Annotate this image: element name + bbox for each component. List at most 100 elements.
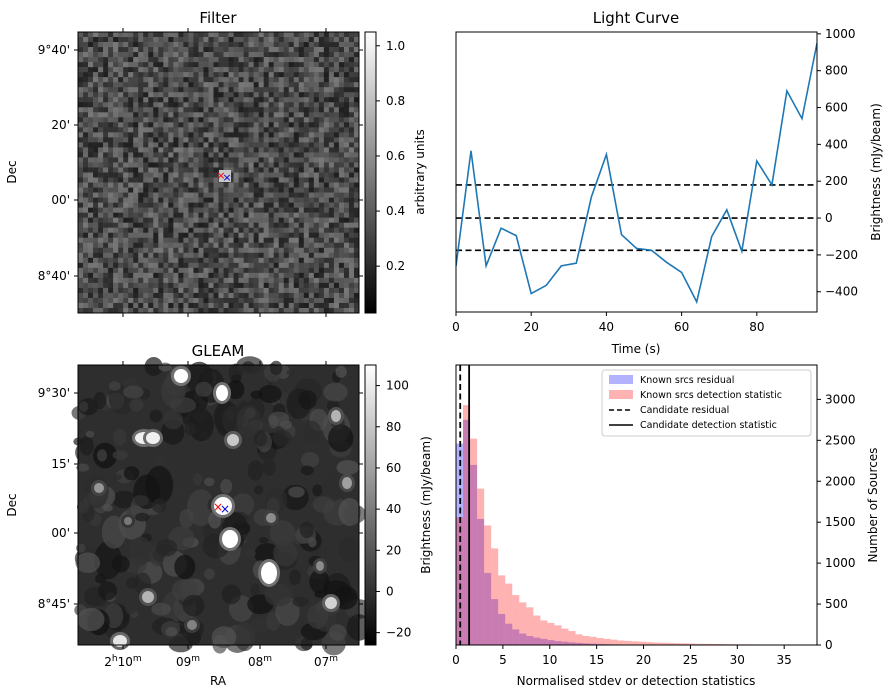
pixel xyxy=(258,217,264,223)
pixel xyxy=(78,297,84,304)
pixel xyxy=(198,182,204,188)
pixel xyxy=(208,57,214,63)
ytick-label: 0 xyxy=(825,638,833,652)
pixel xyxy=(163,107,169,113)
pixel xyxy=(113,257,119,264)
pixel xyxy=(273,92,280,98)
pixel xyxy=(203,262,209,269)
pixel xyxy=(163,262,169,269)
pixel xyxy=(148,267,154,274)
pixel xyxy=(303,287,310,294)
pixel xyxy=(133,227,139,234)
pixel xyxy=(288,107,295,113)
pixel xyxy=(203,62,209,68)
pixel xyxy=(268,232,274,239)
pixel xyxy=(93,112,99,118)
detection-bar xyxy=(666,642,674,645)
pixel xyxy=(323,257,330,264)
pixel xyxy=(128,192,134,198)
pixel xyxy=(248,77,254,83)
pixel xyxy=(318,172,325,178)
pixel xyxy=(303,247,310,254)
pixel xyxy=(278,67,285,73)
pixel xyxy=(138,162,144,168)
pixel xyxy=(148,222,154,228)
pixel xyxy=(333,272,340,279)
pixel xyxy=(128,97,134,103)
pixel xyxy=(128,232,134,239)
pixel xyxy=(83,117,89,123)
pixel xyxy=(113,237,119,244)
pixel xyxy=(168,67,174,73)
pixel xyxy=(88,137,94,143)
pixel xyxy=(213,67,219,73)
pixel xyxy=(103,272,109,279)
pixel xyxy=(98,237,104,244)
pixel xyxy=(78,302,84,309)
pixel xyxy=(148,72,154,78)
pixel xyxy=(88,227,94,234)
pixel xyxy=(228,142,234,148)
pixel xyxy=(208,72,214,78)
pixel xyxy=(338,292,345,299)
pixel xyxy=(123,97,129,103)
pixel xyxy=(328,292,335,299)
pixel xyxy=(93,252,99,259)
pixel xyxy=(313,242,320,249)
noise-blob xyxy=(300,465,314,476)
pixel xyxy=(123,237,129,244)
pixel xyxy=(318,282,325,289)
pixel xyxy=(83,222,89,228)
pixel xyxy=(323,227,330,234)
pixel xyxy=(183,242,189,249)
pixel xyxy=(313,207,320,213)
pixel xyxy=(168,52,174,58)
pixel xyxy=(238,187,244,193)
pixel xyxy=(318,32,325,38)
pixel xyxy=(153,137,159,143)
pixel xyxy=(113,172,119,178)
detection-bar xyxy=(526,607,534,645)
pixel xyxy=(243,142,249,148)
noise-blob xyxy=(79,401,89,412)
pixel xyxy=(348,157,355,163)
pixel xyxy=(303,262,310,269)
pixel xyxy=(173,227,179,234)
pixel xyxy=(283,277,290,284)
pixel xyxy=(78,167,84,173)
histogram-frame xyxy=(455,364,818,646)
pixel xyxy=(103,157,109,163)
pixel xyxy=(153,242,159,249)
pixel xyxy=(343,157,350,163)
pixel xyxy=(273,242,280,249)
pixel xyxy=(233,187,239,193)
pixel xyxy=(93,307,99,314)
noise-blob xyxy=(113,428,127,446)
pixel xyxy=(293,112,300,118)
noise-blob xyxy=(234,622,256,652)
pixel xyxy=(153,252,159,259)
pixel xyxy=(278,212,285,218)
pixel xyxy=(298,197,305,203)
pixel xyxy=(243,262,249,269)
pixel xyxy=(183,62,189,68)
pixel xyxy=(83,262,89,269)
pixel xyxy=(88,32,94,38)
pixel xyxy=(298,172,305,178)
pixel xyxy=(253,37,259,43)
pixel xyxy=(328,207,335,213)
pixel xyxy=(268,167,274,173)
pixel xyxy=(283,47,290,53)
pixel xyxy=(98,217,104,223)
pixel xyxy=(223,202,229,208)
pixel xyxy=(98,97,104,103)
noise-blob xyxy=(123,466,140,481)
pixel xyxy=(268,32,274,38)
pixel xyxy=(88,62,94,68)
pixel xyxy=(178,82,184,88)
pixel xyxy=(318,222,325,228)
pixel xyxy=(158,107,164,113)
pixel xyxy=(143,157,149,163)
pixel xyxy=(108,72,114,78)
pixel xyxy=(173,72,179,78)
